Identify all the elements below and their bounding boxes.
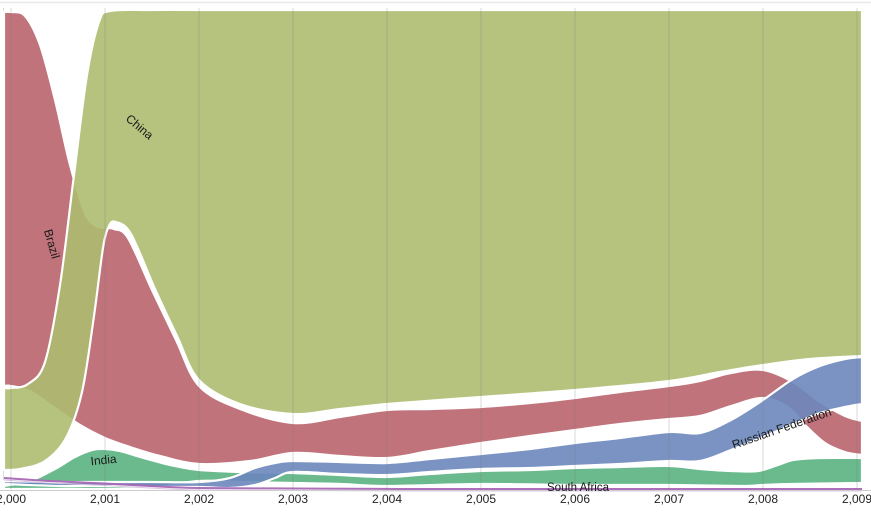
x-tick-label-2006: 2,006 — [560, 492, 590, 506]
x-tick-label-2005: 2,005 — [466, 492, 496, 506]
series-label-india: India — [90, 452, 118, 469]
x-tick-label-2001: 2,001 — [90, 492, 120, 506]
stream-china[interactable] — [2, 8, 864, 472]
series-label-south-africa: South Africa — [547, 482, 610, 494]
stream-russian-federation[interactable] — [2, 355, 864, 490]
x-tick-label-2004: 2,004 — [372, 492, 402, 506]
x-tick-label-2000: 2,000 — [0, 492, 26, 506]
x-tick-label-2008: 2,008 — [748, 492, 778, 506]
x-tick-label-2002: 2,002 — [184, 492, 214, 506]
x-tick-label-2003: 2,003 — [278, 492, 308, 506]
stream-south-africa[interactable] — [3, 477, 862, 491]
x-tick-label-2007: 2,007 — [654, 492, 684, 506]
stream-india[interactable] — [2, 447, 864, 491]
x-tick-label-2009: 2,009 — [842, 492, 871, 506]
